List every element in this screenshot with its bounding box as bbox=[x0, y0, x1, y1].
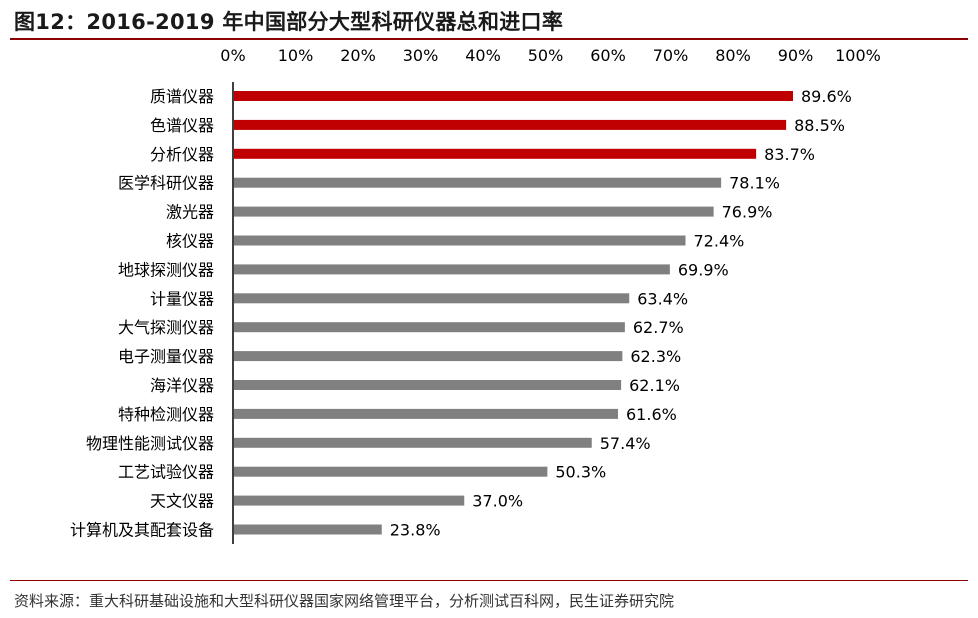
x-tick-label: 90% bbox=[778, 46, 814, 65]
category-label: 计量仪器 bbox=[150, 289, 214, 308]
bar bbox=[234, 437, 592, 448]
category-label: 大气探测仪器 bbox=[118, 318, 214, 337]
value-label: 50.3% bbox=[555, 463, 606, 482]
value-label: 89.6% bbox=[801, 87, 852, 106]
source-divider bbox=[10, 580, 968, 581]
value-label: 62.3% bbox=[630, 347, 681, 366]
value-label: 88.5% bbox=[794, 116, 845, 135]
bar bbox=[234, 264, 670, 275]
x-tick-label: 70% bbox=[653, 46, 689, 65]
bar bbox=[234, 119, 787, 130]
value-label: 83.7% bbox=[764, 145, 815, 164]
category-label: 质谱仪器 bbox=[150, 87, 214, 106]
x-tick-label: 80% bbox=[715, 46, 751, 65]
bar bbox=[234, 148, 757, 159]
bar bbox=[234, 206, 714, 217]
value-label: 72.4% bbox=[694, 232, 745, 251]
x-tick-label: 10% bbox=[278, 46, 314, 65]
value-labels: 89.6% 88.5% 83.7% 78.1% 76.9% 72.4% 69.9% 63.4%… bbox=[390, 87, 852, 540]
title-divider bbox=[10, 38, 968, 40]
x-tick-label: 100% bbox=[835, 46, 881, 65]
x-tick-label: 60% bbox=[590, 46, 626, 65]
category-label: 计算机及其配套设备 bbox=[70, 521, 214, 540]
x-tick-label: 0% bbox=[220, 46, 245, 65]
bar bbox=[234, 322, 625, 333]
category-label: 电子测量仪器 bbox=[118, 347, 214, 366]
category-label: 地球探测仪器 bbox=[118, 260, 214, 279]
value-label: 63.4% bbox=[637, 289, 688, 308]
bar bbox=[234, 466, 548, 477]
category-label: 海洋仪器 bbox=[150, 376, 214, 395]
value-label: 23.8% bbox=[390, 521, 441, 540]
x-tick-label: 20% bbox=[340, 46, 376, 65]
bar bbox=[234, 91, 793, 101]
value-label: 57.4% bbox=[600, 434, 651, 453]
category-label: 特种检测仪器 bbox=[118, 405, 214, 424]
bar bbox=[234, 408, 618, 419]
value-label: 61.6% bbox=[626, 405, 677, 424]
bar bbox=[234, 351, 623, 362]
value-label: 37.0% bbox=[472, 492, 523, 511]
category-label: 核仪器 bbox=[166, 232, 214, 251]
x-tick-label: 50% bbox=[528, 46, 564, 65]
chart-title: 图12：2016-2019 年中国部分大型科研仪器总和进口率 bbox=[14, 10, 564, 34]
category-label: 工艺试验仪器 bbox=[118, 463, 214, 482]
category-label: 分析仪器 bbox=[150, 145, 214, 164]
category-label: 医学科研仪器 bbox=[118, 174, 214, 193]
category-label: 天文仪器 bbox=[150, 492, 214, 511]
category-label: 激光器 bbox=[166, 203, 214, 222]
value-label: 78.1% bbox=[729, 174, 780, 193]
x-tick-label: 40% bbox=[465, 46, 501, 65]
category-labels: 质谱仪器色谱仪器分析仪器医学科研仪器激光器核仪器地球探测仪器计量仪器大气探测仪器… bbox=[70, 87, 214, 540]
x-axis-ticks: 0% 10% 20% 30% 40% 50% 60% 70% 80% 90% 100% bbox=[220, 46, 881, 65]
category-label: 色谱仪器 bbox=[150, 116, 214, 135]
bar bbox=[234, 293, 630, 304]
bars bbox=[234, 91, 793, 535]
value-label: 76.9% bbox=[722, 203, 773, 222]
category-label: 物理性能测试仪器 bbox=[86, 434, 214, 453]
value-label: 62.1% bbox=[629, 376, 680, 395]
source-note: 资料来源：重大科研基础设施和大型科研仪器国家网络管理平台，分析测试百科网，民生证… bbox=[14, 592, 675, 610]
x-tick-label: 30% bbox=[403, 46, 439, 65]
value-label: 69.9% bbox=[678, 260, 729, 279]
bar bbox=[234, 495, 465, 506]
bar bbox=[234, 177, 722, 188]
bar bbox=[234, 380, 622, 390]
bar bbox=[234, 524, 382, 535]
value-label: 62.7% bbox=[633, 318, 684, 337]
bar bbox=[234, 235, 686, 246]
